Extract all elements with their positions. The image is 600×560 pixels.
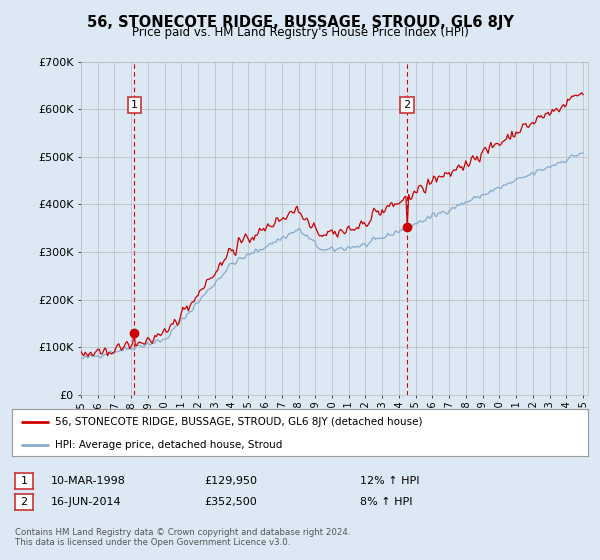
Text: Contains HM Land Registry data © Crown copyright and database right 2024.
This d: Contains HM Land Registry data © Crown c… xyxy=(15,528,350,547)
Text: 16-JUN-2014: 16-JUN-2014 xyxy=(51,497,122,507)
Text: 8% ↑ HPI: 8% ↑ HPI xyxy=(360,497,413,507)
Text: £352,500: £352,500 xyxy=(204,497,257,507)
Text: 56, STONECOTE RIDGE, BUSSAGE, STROUD, GL6 8JY (detached house): 56, STONECOTE RIDGE, BUSSAGE, STROUD, GL… xyxy=(55,417,422,427)
Text: Price paid vs. HM Land Registry's House Price Index (HPI): Price paid vs. HM Land Registry's House … xyxy=(131,26,469,39)
Text: 56, STONECOTE RIDGE, BUSSAGE, STROUD, GL6 8JY: 56, STONECOTE RIDGE, BUSSAGE, STROUD, GL… xyxy=(86,15,514,30)
Text: 2: 2 xyxy=(20,497,28,507)
Text: 1: 1 xyxy=(20,476,28,486)
Text: 12% ↑ HPI: 12% ↑ HPI xyxy=(360,476,419,486)
Text: 2: 2 xyxy=(403,100,410,110)
Text: 1: 1 xyxy=(131,100,138,110)
Text: 10-MAR-1998: 10-MAR-1998 xyxy=(51,476,126,486)
Text: HPI: Average price, detached house, Stroud: HPI: Average price, detached house, Stro… xyxy=(55,440,283,450)
Text: £129,950: £129,950 xyxy=(204,476,257,486)
